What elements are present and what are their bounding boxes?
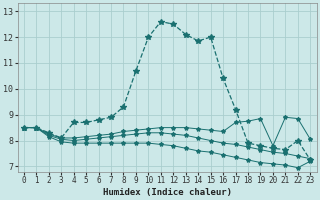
X-axis label: Humidex (Indice chaleur): Humidex (Indice chaleur) (103, 188, 232, 197)
